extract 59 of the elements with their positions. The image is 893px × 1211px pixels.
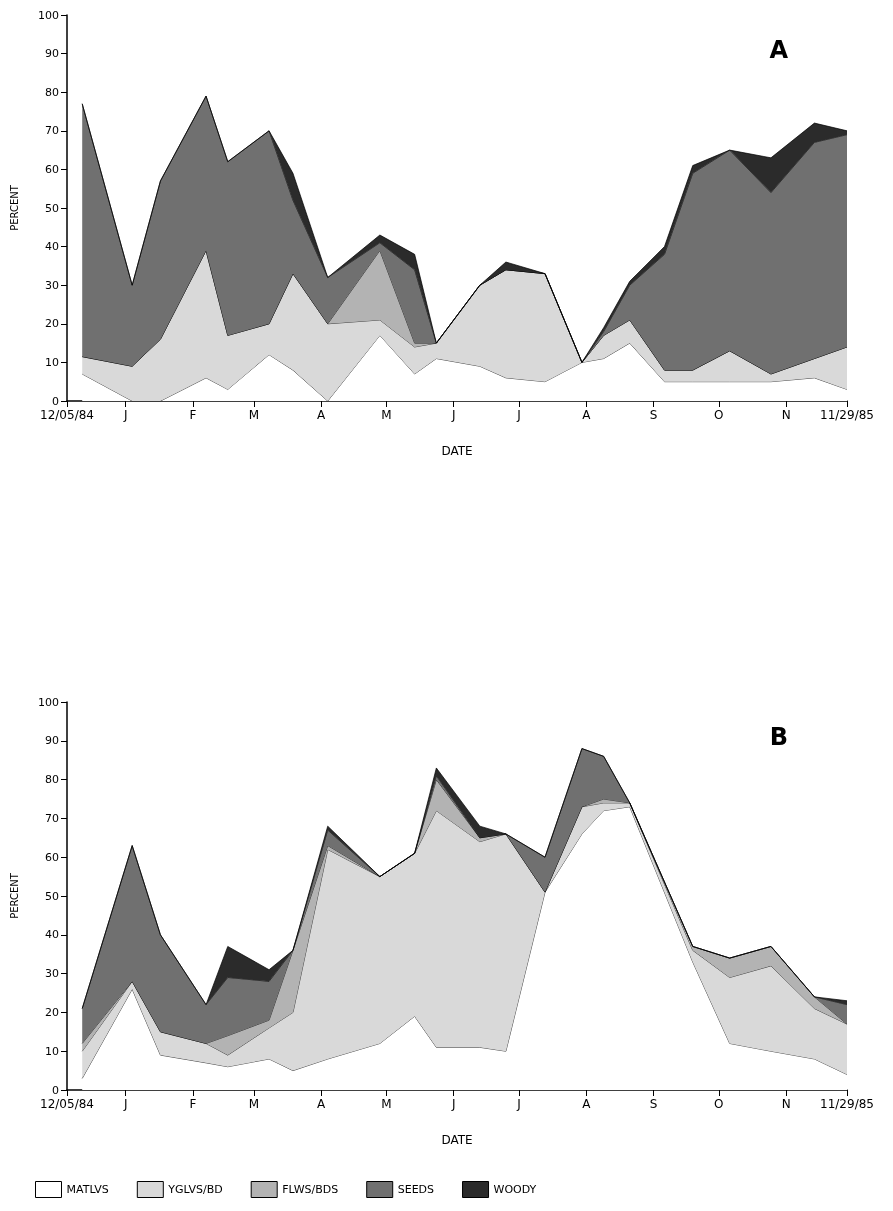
y-tick-label: 20 [45,1005,59,1019]
y-axis-title: PERCENT [8,872,20,919]
x-tick-label: J [450,1097,456,1111]
y-tick-label: 50 [45,201,59,215]
legend-label: FLWS/BDS [282,1183,339,1196]
x-tick-label: J [122,1097,128,1111]
x-tick-label: N [781,408,791,422]
y-tick-label: 20 [45,317,59,331]
y-tick-label: 60 [45,162,59,176]
x-tick-label: 11/29/85 [820,408,874,422]
x-tick-label: J [516,1097,521,1111]
text: B [769,723,788,751]
y-axis-title: PERCENT [8,184,20,231]
y-tick-label: 30 [45,278,59,292]
y-tick-label: 40 [45,240,59,254]
x-tick-label: S [649,1097,658,1111]
x-tick-label: 12/05/84 [40,408,94,422]
y-tick-label: 60 [45,850,59,864]
y-tick-label: 0 [52,1083,59,1097]
y-tick-label: 0 [52,394,59,408]
x-tick-label: O [714,408,724,422]
x-tick-label: N [781,1097,791,1111]
x-axis-title: DATE [441,1133,473,1147]
x-tick-label: A [582,1097,592,1111]
x-tick-label: M [248,408,260,422]
legend-label: MATLVS [66,1183,109,1196]
x-tick-label: A [317,408,327,422]
legend-label: SEEDS [397,1183,435,1196]
x-tick-label: J [516,408,521,422]
x-axis-title: DATE [441,444,473,458]
y-tick-label: 30 [45,967,59,981]
y-tick-label: 70 [45,124,59,138]
x-tick-label: A [582,408,592,422]
y-tick-label: 90 [45,47,59,61]
x-tick-label: M [381,1097,392,1111]
y-tick-label: 70 [45,811,59,825]
x-tick-label: F [189,408,197,422]
text: A [769,36,789,64]
x-tick-label: J [450,408,456,422]
y-tick-label: 100 [38,695,59,709]
x-tick-label: J [122,408,128,422]
y-tick-label: 10 [45,355,59,369]
x-tick-label: 11/29/85 [820,1097,874,1111]
legend-label: WOODY [493,1183,537,1196]
legend-label: YGLVS/BD [167,1183,223,1196]
x-tick-label: S [649,408,658,422]
x-tick-label: O [714,1097,724,1111]
x-tick-label: M [381,408,392,422]
y-tick-label: 10 [45,1044,59,1058]
y-tick-label: 40 [45,928,59,942]
y-tick-label: 80 [45,85,59,99]
x-tick-label: A [317,1097,327,1111]
y-tick-label: 100 [38,8,59,22]
y-tick-label: 80 [45,773,59,787]
x-tick-label: M [248,1097,260,1111]
y-tick-label: 50 [45,889,59,903]
y-tick-label: 90 [45,734,59,748]
x-tick-label: 12/05/84 [40,1097,94,1111]
x-tick-label: F [189,1097,197,1111]
